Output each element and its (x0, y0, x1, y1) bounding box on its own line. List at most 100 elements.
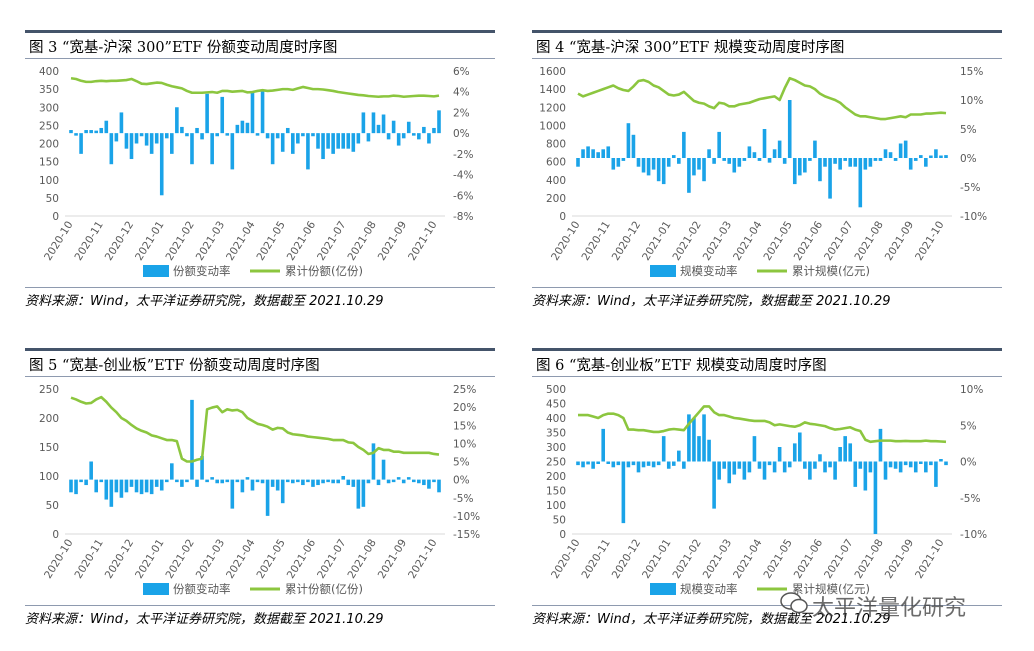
bar (356, 479, 361, 509)
left-tick-label: 300 (546, 442, 566, 454)
bar (883, 149, 888, 158)
bar (422, 479, 426, 486)
bar (798, 158, 802, 176)
bar (692, 158, 696, 176)
bar (114, 133, 119, 142)
bar (401, 479, 406, 484)
bar (129, 479, 134, 487)
x-tick-label: 2021-03 (701, 537, 734, 581)
right-tick-label: 10% (960, 95, 983, 107)
title-rule (25, 58, 495, 59)
x-tick-label: 2021-10 (406, 537, 439, 581)
bar (732, 158, 737, 173)
bar (838, 447, 842, 462)
x-tick-label: 2021-05 (254, 537, 287, 581)
bar (929, 461, 933, 466)
bar (808, 461, 812, 480)
x-tick-label: 2020-10 (549, 219, 582, 263)
bar (99, 127, 104, 134)
bar (185, 133, 189, 137)
bar (351, 479, 356, 487)
x-tick-label: 2021-08 (852, 537, 885, 581)
x-tick-label: 2021-03 (194, 537, 227, 581)
legend-line-label: 累计规模(亿元) (792, 264, 870, 278)
right-tick-label: 0% (453, 128, 470, 140)
bar (427, 479, 431, 489)
bar (376, 479, 381, 486)
left-tick-label: 0 (52, 529, 59, 541)
bar (747, 146, 752, 158)
bar (707, 149, 711, 158)
bar (762, 129, 767, 158)
bar (631, 134, 636, 158)
bar (255, 479, 260, 483)
bar (656, 158, 661, 182)
right-tick-label: -10% (960, 211, 987, 223)
bar (727, 158, 732, 164)
left-tick-label: 450 (546, 399, 566, 411)
bar (666, 461, 671, 469)
bar (913, 461, 918, 473)
bar (757, 461, 762, 469)
title-rule (532, 376, 1002, 377)
x-tick-label: 2021-10 (913, 537, 946, 581)
chart-figure-6: 0 50 100 150 200 250 300 350 400 450 500 -10% -5% 0% 5… (546, 384, 987, 596)
bar (656, 461, 661, 466)
bar (195, 127, 199, 134)
right-tick-label: -5% (960, 182, 980, 194)
bar (752, 436, 757, 462)
bar (391, 120, 396, 134)
bar (677, 450, 681, 462)
bar (270, 479, 275, 487)
x-tick-label: 2020-12 (103, 537, 136, 581)
x-tick-label: 2021-04 (731, 219, 765, 263)
x-tick-label: 2021-05 (761, 219, 794, 263)
x-tick-label: 2021-04 (224, 219, 258, 263)
right-tick-label: 5% (960, 124, 977, 136)
left-tick-label: 250 (39, 384, 59, 396)
bar (651, 461, 656, 468)
x-tick-label: 2020-10 (42, 219, 75, 263)
bar (134, 479, 139, 493)
bar (843, 158, 847, 161)
bar (190, 133, 194, 165)
bar (427, 133, 431, 144)
bar (828, 461, 832, 468)
bar (782, 158, 787, 164)
bar (240, 120, 245, 134)
bar (666, 158, 671, 167)
title-rule (25, 376, 495, 377)
figure-title: 图 3 “宽基-沪深 300”ETF 份额变动周度时序图 (29, 40, 338, 56)
legend-bar-swatch (650, 583, 676, 595)
bar (606, 146, 611, 158)
bar (396, 477, 401, 480)
bar (803, 158, 807, 173)
series-line (577, 76, 947, 121)
bar (661, 158, 666, 185)
bar (863, 158, 868, 170)
right-tick-label: -6% (453, 190, 473, 202)
bar (682, 131, 686, 158)
bar (149, 479, 154, 495)
left-tick-label: 250 (39, 120, 59, 132)
bar (381, 114, 386, 134)
bar (898, 461, 903, 473)
right-tick-label: 5% (960, 420, 977, 432)
bar (200, 133, 204, 140)
bar (119, 479, 124, 498)
bar (74, 479, 78, 495)
bar (798, 432, 802, 462)
figure-title: 图 4 “宽基-沪深 300”ETF 规模变动周度时序图 (536, 40, 845, 56)
bar (818, 158, 822, 182)
bar (873, 461, 878, 534)
bar (69, 479, 73, 493)
bar (924, 158, 928, 167)
bar (195, 479, 199, 487)
bar (94, 479, 99, 493)
bar (79, 133, 83, 154)
bar (432, 479, 436, 483)
bar (215, 479, 219, 484)
bar (646, 461, 651, 466)
source-note: 资料来源：Wind，太平洋证券研究院，数据截至 2021.10.29 (25, 294, 384, 309)
right-tick-label: -10% (960, 529, 987, 541)
